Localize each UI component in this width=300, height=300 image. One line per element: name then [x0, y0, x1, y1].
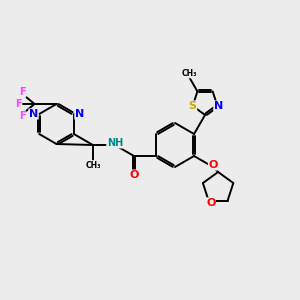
Text: O: O: [206, 198, 215, 208]
Text: N: N: [214, 101, 223, 111]
Text: N: N: [75, 109, 84, 119]
Text: S: S: [189, 101, 197, 111]
Text: O: O: [129, 170, 139, 180]
Text: CH₃: CH₃: [85, 160, 100, 169]
Text: F: F: [19, 87, 26, 97]
Text: CH₃: CH₃: [182, 69, 197, 78]
Text: N: N: [29, 109, 38, 119]
Text: F: F: [15, 99, 22, 109]
Text: O: O: [208, 160, 218, 170]
Text: NH: NH: [107, 138, 123, 148]
Text: F: F: [19, 111, 26, 121]
